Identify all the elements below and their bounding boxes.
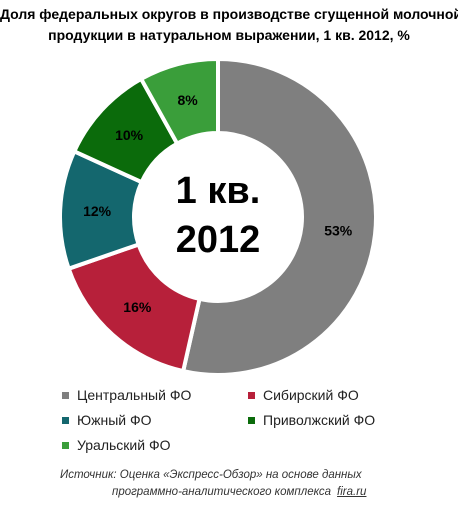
legend-swatch-southern bbox=[62, 416, 69, 424]
data-label-central: 53% bbox=[324, 222, 353, 238]
legend-label-southern: Южный ФО bbox=[77, 412, 152, 428]
legend-item-ural: Уральский ФО bbox=[62, 435, 171, 455]
legend-swatch-volga bbox=[248, 416, 255, 424]
legend-label-central: Центральный ФО bbox=[77, 387, 192, 403]
center-label-line-1: 1 кв. bbox=[176, 170, 261, 212]
legend-label-ural: Уральский ФО bbox=[77, 437, 171, 453]
legend-item-siberian: Сибирский ФО bbox=[248, 385, 359, 405]
legend-item-southern: Южный ФО bbox=[62, 410, 152, 430]
legend-item-volga: Приволжский ФО bbox=[248, 410, 375, 430]
legend-swatch-siberian bbox=[248, 391, 255, 399]
legend-label-siberian: Сибирский ФО bbox=[263, 387, 359, 403]
legend-label-volga: Приволжский ФО bbox=[263, 412, 376, 428]
source-line-2-text: программно-аналитического комплекса bbox=[112, 486, 332, 498]
donut-slices bbox=[58, 56, 378, 377]
data-label-siberian: 16% bbox=[123, 299, 152, 315]
chart-title: Доля федеральных округов в производстве … bbox=[0, 4, 458, 46]
slice-central bbox=[180, 56, 378, 377]
source-line-2: программно-аналитического комплекса fira.… bbox=[0, 484, 458, 501]
donut-chart: 53% 16% 12% 10% 8% 1 кв. 2012 bbox=[58, 56, 378, 377]
legend-item-central: Центральный ФО bbox=[62, 385, 191, 405]
data-label-ural: 8% bbox=[177, 92, 198, 108]
source-note: Источник: Оценка «Экспресс-Обзор» на осн… bbox=[0, 467, 458, 501]
chart-title-line-1: Доля федеральных округов в производстве … bbox=[0, 6, 458, 22]
center-label-line-2: 2012 bbox=[176, 219, 261, 261]
slice-ural bbox=[138, 56, 220, 147]
data-label-volga: 10% bbox=[115, 127, 144, 143]
legend-swatch-ural bbox=[62, 441, 69, 449]
chart-title-line-2: продукции в натуральном выражении, 1 кв.… bbox=[48, 27, 410, 43]
data-label-southern: 12% bbox=[83, 203, 112, 219]
legend-swatch-central bbox=[62, 391, 69, 399]
slice-data-labels: 53% 16% 12% 10% 8% bbox=[83, 92, 353, 315]
source-line-1: Источник: Оценка «Экспресс-Обзор» на осн… bbox=[60, 469, 362, 481]
source-site-link[interactable]: fira.ru bbox=[337, 486, 367, 498]
